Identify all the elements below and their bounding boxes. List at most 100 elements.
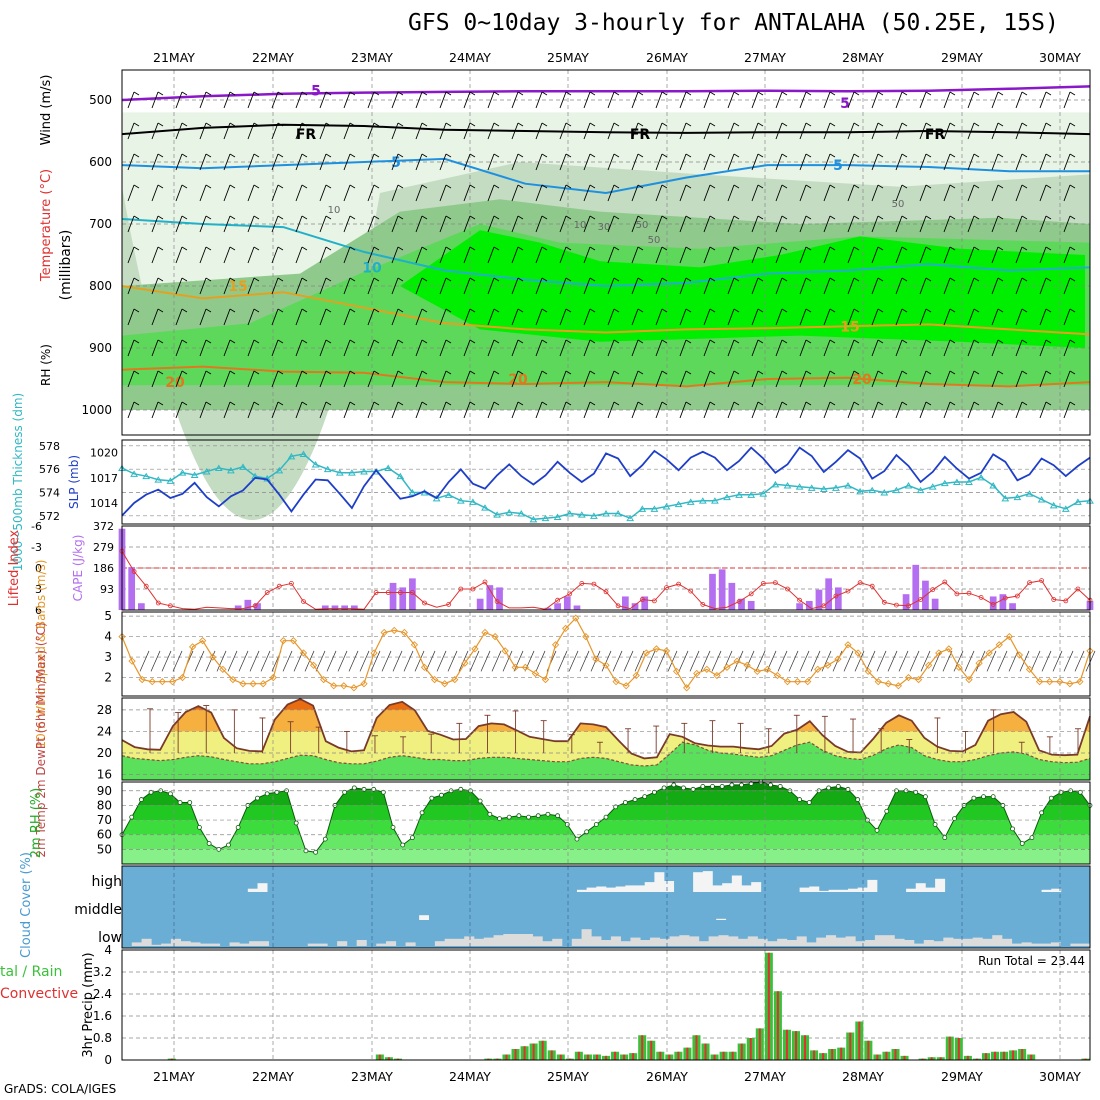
wind-barb-flag [901,339,908,344]
wind-barb [1039,184,1047,202]
wind-barb [847,122,855,140]
wind-barb-flag [541,277,548,282]
wind-barb [751,339,759,357]
wind-barb-flag [661,91,668,96]
rh-marker [516,813,522,819]
thickness-axis-label: 1000~500mb Thickness (dm) [11,393,25,571]
wind-barb-flag [805,184,812,189]
wind-barb-flag [997,308,1004,313]
rh-marker [574,836,580,842]
wind-barb [607,370,615,388]
cloud-low-bar [474,938,485,946]
date-label-top: 27MAY [744,50,786,65]
isotherm-fr [121,123,1091,136]
wind-barb-flag [661,184,668,189]
thickness-line [121,453,1091,521]
cloud-low-bar [943,937,954,946]
cloud-high-bar [741,885,752,892]
precip-convective-bar [170,1058,173,1060]
wind-barb [487,91,495,109]
wind-speed-marker [965,675,973,684]
surface-barb [810,650,821,672]
thickness-marker [202,468,211,475]
wind-speed-marker [733,657,741,665]
precip-convective-bar [785,1029,788,1060]
wind-barb-flag [781,184,788,189]
wind-barb [655,153,663,171]
wind-barb-flag [613,122,620,127]
precip-tick: 2.4 [93,987,112,1001]
wind-barb-flag [541,215,548,220]
wind-barb [559,184,567,202]
thickness-marker [348,469,356,476]
cloud-low-bar [200,943,211,946]
wind-barb-flag [373,277,380,282]
rh-marker [477,798,483,804]
wind-barb [175,153,183,171]
cloud-low-bar [630,937,641,946]
wind-barb-flag [829,339,836,344]
wind-barb [1039,91,1047,109]
cape-bar [912,564,920,610]
wind-barb [679,277,687,295]
cloud-low-bar [669,936,680,946]
wind-barb [655,277,663,295]
wind-barb-flag [709,122,716,127]
dewpoint-fill [122,742,1090,780]
wind-barb-flag [493,401,500,406]
wind-barb-flag [1045,401,1052,406]
wind-barb [943,401,951,419]
wind-barb-flag [301,215,308,220]
rh-2m-axis-label: 2m RH (%) [29,788,44,859]
wind-speed-marker [753,667,761,676]
wind-barb-flag [301,153,308,158]
li-marker [1051,597,1057,602]
wind-barb [919,122,927,140]
wind-barb [511,246,519,264]
surface-barb [711,650,722,672]
precip-axis-label: 3hr Precip (mm) [81,952,96,1057]
thickness-marker [977,473,985,481]
wind-barb-flag [637,122,644,127]
wind-barb [439,339,447,357]
wind-barb [199,215,207,233]
wind-barb-flag [469,122,476,127]
wind-barb [367,184,375,202]
rh-marker [342,789,348,795]
wind-barb [895,246,903,264]
wind-speed-marker [723,663,731,671]
wind-barb-flag [733,215,740,220]
precip-convective-bar [994,1051,997,1060]
wind-barb [895,153,903,171]
wind-barb [559,277,567,295]
li-marker [603,589,609,595]
wind-barb [463,277,471,295]
wind-barb-flag [373,370,380,375]
wind-barb [823,215,831,233]
wind-barb [895,339,903,357]
cloud-low-bar [786,940,797,946]
wind-barb-flag [997,184,1004,189]
precip-tick: 1.6 [93,1009,112,1023]
wind-barb-flag [181,277,188,282]
surface-barb [678,650,689,672]
wind-barb-flag [421,122,428,127]
thickness-marker [275,466,284,474]
wind-barb [679,122,687,140]
wind-barb-flag [157,153,164,158]
cloud-low-bar [1050,942,1061,946]
wind-barb [343,339,351,357]
wind-barb-flag [949,91,956,96]
wind-barb [1063,122,1071,140]
wind-barb [271,246,279,264]
wind-barb [1015,370,1023,388]
isotherm-p5a [121,85,1091,102]
thickness-marker [1074,498,1082,505]
wind-barb [223,122,231,140]
wind-speed-marker [1025,665,1034,674]
precip-convective-bar [939,1057,942,1060]
wind-barb [511,91,519,109]
wind-barb [271,153,279,171]
wind-barb [967,401,975,419]
thickness-marker [686,498,695,505]
